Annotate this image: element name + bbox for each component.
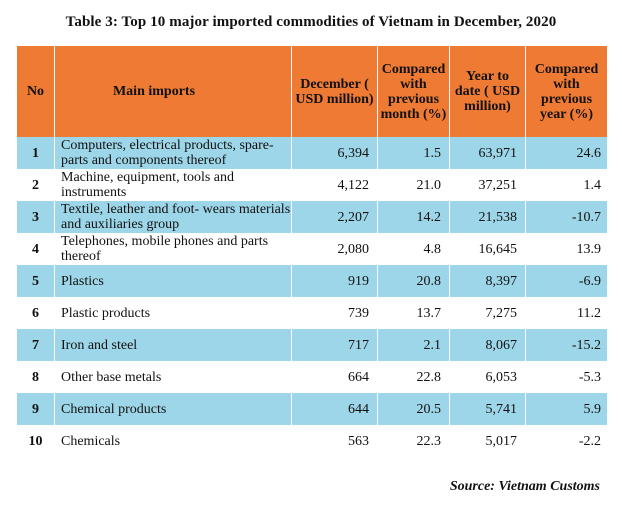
cell-december: 739 bbox=[291, 297, 378, 329]
cell-compared-month: 21.0 bbox=[377, 169, 450, 201]
cell-no: 8 bbox=[16, 361, 55, 393]
cell-compared-year: -5.3 bbox=[525, 361, 608, 393]
cell-compared-year: -10.7 bbox=[525, 201, 608, 233]
cell-no: 10 bbox=[16, 425, 55, 457]
header-no: No bbox=[16, 46, 55, 137]
cell-year-to-date: 5,017 bbox=[449, 425, 526, 457]
cell-december: 717 bbox=[291, 329, 378, 361]
header-year-to-date: Year to date ( USD million) bbox=[449, 46, 526, 137]
header-december: December ( USD million) bbox=[291, 46, 378, 137]
cell-compared-month: 22.3 bbox=[377, 425, 450, 457]
cell-compared-month: 20.8 bbox=[377, 265, 450, 297]
cell-compared-month: 14.2 bbox=[377, 201, 450, 233]
cell-no: 6 bbox=[16, 297, 55, 329]
cell-compared-month: 20.5 bbox=[377, 393, 450, 425]
cell-compared-month: 2.1 bbox=[377, 329, 450, 361]
cell-no: 4 bbox=[16, 233, 55, 265]
cell-compared-year: 1.4 bbox=[525, 169, 608, 201]
cell-december: 644 bbox=[291, 393, 378, 425]
cell-year-to-date: 5,741 bbox=[449, 393, 526, 425]
cell-december: 4,122 bbox=[291, 169, 378, 201]
table-row: 5 Plastics 919 20.8 8,397 -6.9 bbox=[16, 265, 608, 297]
header-compared-year: Compared with previous year (%) bbox=[525, 46, 608, 137]
table-header-row: No Main imports December ( USD million) … bbox=[16, 46, 608, 137]
cell-no: 9 bbox=[16, 393, 55, 425]
cell-december: 2,207 bbox=[291, 201, 378, 233]
cell-compared-year: -15.2 bbox=[525, 329, 608, 361]
cell-year-to-date: 37,251 bbox=[449, 169, 526, 201]
cell-name: Iron and steel bbox=[54, 329, 292, 361]
cell-december: 6,394 bbox=[291, 137, 378, 169]
cell-name: Textile, leather and foot- wears materia… bbox=[54, 201, 292, 233]
table-row: 4 Telephones, mobile phones and parts th… bbox=[16, 233, 608, 265]
cell-compared-month: 1.5 bbox=[377, 137, 450, 169]
source-note: Source: Vietnam Customs bbox=[449, 479, 600, 494]
cell-name: Plastics bbox=[54, 265, 292, 297]
cell-name: Other base metals bbox=[54, 361, 292, 393]
cell-no: 7 bbox=[16, 329, 55, 361]
cell-december: 919 bbox=[291, 265, 378, 297]
cell-name: Computers, electrical products, spare-pa… bbox=[54, 137, 292, 169]
cell-year-to-date: 21,538 bbox=[449, 201, 526, 233]
cell-year-to-date: 7,275 bbox=[449, 297, 526, 329]
table-title: Table 3: Top 10 major imported commoditi… bbox=[65, 14, 557, 30]
cell-name: Chemical products bbox=[54, 393, 292, 425]
cell-compared-year: 24.6 bbox=[525, 137, 608, 169]
cell-no: 3 bbox=[16, 201, 55, 233]
cell-name: Plastic products bbox=[54, 297, 292, 329]
table-row: 6 Plastic products 739 13.7 7,275 11.2 bbox=[16, 297, 608, 329]
cell-compared-year: -6.9 bbox=[525, 265, 608, 297]
cell-year-to-date: 8,067 bbox=[449, 329, 526, 361]
cell-compared-month: 4.8 bbox=[377, 233, 450, 265]
cell-december: 563 bbox=[291, 425, 378, 457]
cell-year-to-date: 63,971 bbox=[449, 137, 526, 169]
cell-compared-month: 22.8 bbox=[377, 361, 450, 393]
cell-year-to-date: 8,397 bbox=[449, 265, 526, 297]
table-row: 7 Iron and steel 717 2.1 8,067 -15.2 bbox=[16, 329, 608, 361]
cell-name: Chemicals bbox=[54, 425, 292, 457]
table-row: 8 Other base metals 664 22.8 6,053 -5.3 bbox=[16, 361, 608, 393]
cell-compared-year: -2.2 bbox=[525, 425, 608, 457]
cell-no: 1 bbox=[16, 137, 55, 169]
cell-year-to-date: 6,053 bbox=[449, 361, 526, 393]
cell-december: 664 bbox=[291, 361, 378, 393]
table-row: 3 Textile, leather and foot- wears mater… bbox=[16, 201, 608, 233]
cell-december: 2,080 bbox=[291, 233, 378, 265]
table-row: 10 Chemicals 563 22.3 5,017 -2.2 bbox=[16, 425, 608, 457]
table-row: 1 Computers, electrical products, spare-… bbox=[16, 137, 608, 169]
cell-name: Machine, equipment, tools and instrument… bbox=[54, 169, 292, 201]
table-row: 9 Chemical products 644 20.5 5,741 5.9 bbox=[16, 393, 608, 425]
imports-table: No Main imports December ( USD million) … bbox=[16, 46, 608, 457]
cell-compared-month: 13.7 bbox=[377, 297, 450, 329]
table-row: 2 Machine, equipment, tools and instrume… bbox=[16, 169, 608, 201]
cell-name: Telephones, mobile phones and parts ther… bbox=[54, 233, 292, 265]
cell-no: 5 bbox=[16, 265, 55, 297]
header-compared-month: Compared with previous month (%) bbox=[377, 46, 450, 137]
cell-no: 2 bbox=[16, 169, 55, 201]
cell-year-to-date: 16,645 bbox=[449, 233, 526, 265]
header-main-imports: Main imports bbox=[54, 46, 292, 137]
cell-compared-year: 13.9 bbox=[525, 233, 608, 265]
cell-compared-year: 11.2 bbox=[525, 297, 608, 329]
cell-compared-year: 5.9 bbox=[525, 393, 608, 425]
